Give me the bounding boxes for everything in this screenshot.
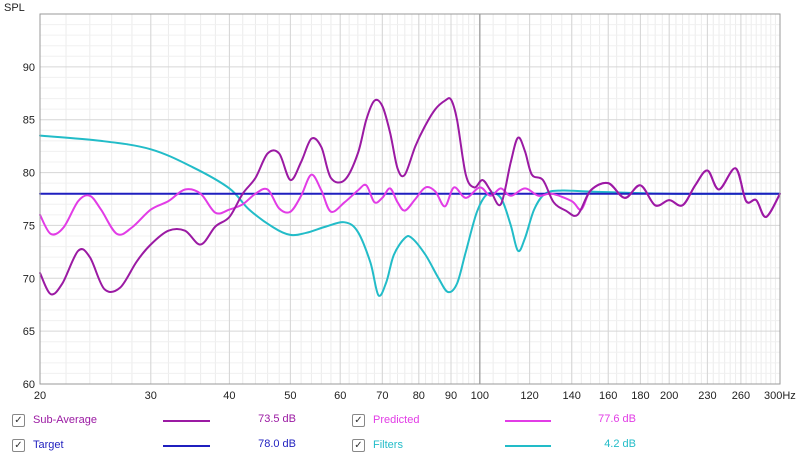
y-tick-label: 90 <box>23 62 35 74</box>
legend-item-subaverage[interactable]: ✓ Sub-Average <box>12 411 97 429</box>
legend-swatch-predicted <box>505 420 551 422</box>
spl-chart: 20 30 40 50 60 70 80 90 100 120 140 160 180 200 230 260… <box>4 2 796 402</box>
y-tick-label: 65 <box>23 326 35 338</box>
x-tick-label: 90 <box>445 390 457 402</box>
y-axis-label: SPL <box>4 2 25 14</box>
legend-value-filters: 4.2 dB <box>604 438 636 450</box>
x-tick-label: 200 <box>660 390 678 402</box>
x-tick-label: 120 <box>520 390 538 402</box>
legend-value-subaverage: 73.5 dB <box>258 413 296 425</box>
y-tick-label: 85 <box>23 115 35 127</box>
x-tick-label: 160 <box>599 390 617 402</box>
filters-checkbox[interactable]: ✓ <box>352 438 365 452</box>
series-line-sub-average <box>39 97 781 296</box>
legend-swatch-subaverage <box>163 420 210 422</box>
x-tick-label: 60 <box>334 390 346 402</box>
y-tick-label: 80 <box>23 168 35 180</box>
legend-swatch-filters <box>505 445 551 447</box>
x-tick-label: 140 <box>563 390 581 402</box>
x-tick-label: 180 <box>631 390 649 402</box>
subaverage-checkbox[interactable]: ✓ <box>12 413 25 427</box>
x-tick-label: 300Hz <box>764 390 796 402</box>
y-tick-label: 75 <box>23 220 35 232</box>
x-tick-label: 20 <box>34 390 46 402</box>
target-checkbox[interactable]: ✓ <box>12 438 25 452</box>
legend-swatch-target <box>163 445 210 447</box>
x-tick-label: 260 <box>732 390 750 402</box>
x-tick-label: 50 <box>284 390 296 402</box>
y-tick-label: 60 <box>23 379 35 391</box>
series-line-filters <box>39 134 781 297</box>
legend-item-target[interactable]: ✓ Target <box>12 436 64 454</box>
legend: ✓ Sub-Average 73.5 dB ✓ Predicted 77.6 d… <box>0 404 800 460</box>
predicted-checkbox[interactable]: ✓ <box>352 413 365 427</box>
legend-value-predicted: 77.6 dB <box>598 413 636 425</box>
legend-value-target: 78.0 dB <box>258 438 296 450</box>
legend-label-predicted: Predicted <box>373 414 420 426</box>
x-tick-label: 100 <box>471 390 489 402</box>
legend-label-target: Target <box>33 439 64 451</box>
legend-item-predicted[interactable]: ✓ Predicted <box>352 411 419 429</box>
x-tick-label: 40 <box>223 390 235 402</box>
plot-background <box>40 14 780 384</box>
x-tick-label: 80 <box>413 390 425 402</box>
x-tick-label: 30 <box>145 390 157 402</box>
x-tick-label: 230 <box>698 390 716 402</box>
legend-label-filters: Filters <box>373 439 403 451</box>
legend-item-filters[interactable]: ✓ Filters <box>352 436 403 454</box>
plot-border <box>39 13 781 385</box>
y-tick-label: 70 <box>23 273 35 285</box>
x-tick-label: 70 <box>376 390 388 402</box>
legend-label-subaverage: Sub-Average <box>33 414 98 426</box>
